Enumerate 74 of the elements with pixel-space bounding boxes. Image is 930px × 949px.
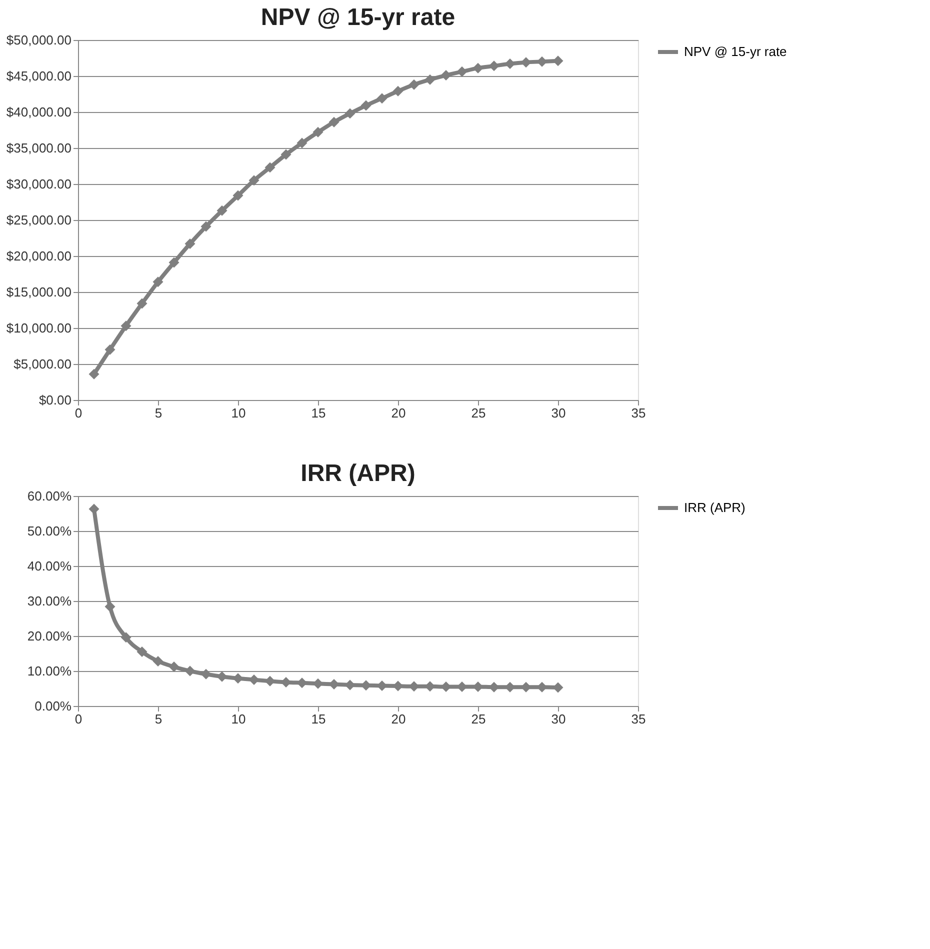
point bbox=[264, 162, 276, 173]
y-tick-label: $0.00 bbox=[38, 392, 72, 408]
point bbox=[136, 298, 148, 309]
x-tick-label: 5 bbox=[154, 406, 162, 420]
point bbox=[200, 668, 212, 680]
point bbox=[472, 62, 484, 74]
point bbox=[456, 66, 468, 77]
point bbox=[88, 504, 100, 514]
chart-title: IRR (APR) bbox=[300, 460, 416, 487]
point bbox=[248, 674, 260, 685]
y-tick-label: 50.00% bbox=[27, 524, 72, 538]
point bbox=[280, 149, 292, 160]
y-tick-label: $15,000.00 bbox=[6, 284, 72, 300]
x-tick-label: 15 bbox=[311, 406, 326, 420]
point bbox=[392, 86, 404, 96]
point bbox=[152, 276, 164, 288]
y-tick-label: $45,000.00 bbox=[6, 68, 72, 84]
point bbox=[168, 662, 180, 672]
x-tick-label: 10 bbox=[231, 406, 246, 420]
point bbox=[152, 656, 164, 666]
point bbox=[248, 175, 260, 186]
point bbox=[376, 93, 388, 104]
legend-label: IRR (APR) bbox=[684, 500, 746, 515]
point bbox=[408, 79, 420, 90]
y-tick-label: 0.00% bbox=[34, 698, 72, 714]
x-tick-label: 20 bbox=[391, 406, 406, 420]
point bbox=[200, 221, 212, 232]
y-tick-label: $50,000.00 bbox=[6, 32, 72, 48]
x-tick-label: 30 bbox=[551, 712, 566, 726]
y-tick-label: $30,000.00 bbox=[6, 176, 72, 192]
y-tick-label: $25,000.00 bbox=[6, 212, 72, 228]
x-tick-label: 10 bbox=[231, 712, 246, 726]
y-tick-label: $10,000.00 bbox=[6, 320, 72, 336]
point bbox=[488, 60, 500, 72]
point bbox=[328, 116, 340, 128]
point bbox=[120, 632, 132, 643]
x-tick-label: 0 bbox=[74, 406, 82, 420]
x-tick-label: 30 bbox=[551, 406, 566, 420]
point bbox=[184, 238, 196, 250]
point bbox=[424, 74, 436, 85]
point bbox=[216, 205, 228, 216]
x-tick-label: 25 bbox=[471, 406, 486, 420]
y-tick-label: 20.00% bbox=[27, 628, 72, 644]
y-tick-label: $40,000.00 bbox=[6, 104, 72, 120]
x-tick-label: 25 bbox=[471, 712, 486, 726]
point bbox=[88, 368, 100, 380]
y-tick-label: 60.00% bbox=[27, 488, 72, 504]
point bbox=[104, 601, 116, 612]
y-tick-label: 40.00% bbox=[27, 558, 72, 574]
x-tick-label: 0 bbox=[74, 712, 82, 726]
x-tick-label: 35 bbox=[631, 406, 646, 420]
y-tick-label: $5,000.00 bbox=[14, 356, 72, 372]
y-tick-label: $35,000.00 bbox=[6, 140, 72, 156]
y-tick-label: 10.00% bbox=[27, 664, 72, 678]
point bbox=[136, 646, 148, 657]
point bbox=[120, 320, 132, 332]
point bbox=[104, 344, 116, 355]
x-tick-label: 20 bbox=[391, 712, 406, 726]
y-tick-label: $20,000.00 bbox=[6, 248, 72, 264]
legend-label: NPV @ 15-yr rate bbox=[684, 44, 787, 59]
x-tick-label: 5 bbox=[154, 712, 162, 726]
y-tick-label: 30.00% bbox=[27, 594, 72, 608]
point bbox=[232, 190, 244, 201]
chart-title: NPV @ 15-yr rate bbox=[260, 4, 456, 31]
point bbox=[184, 666, 196, 676]
point bbox=[168, 257, 180, 268]
point bbox=[216, 671, 228, 682]
point bbox=[504, 58, 516, 70]
x-tick-label: 15 bbox=[311, 712, 326, 726]
point bbox=[312, 126, 324, 138]
x-tick-label: 35 bbox=[631, 712, 646, 726]
point bbox=[296, 138, 308, 148]
point bbox=[344, 108, 356, 119]
point bbox=[360, 100, 372, 111]
